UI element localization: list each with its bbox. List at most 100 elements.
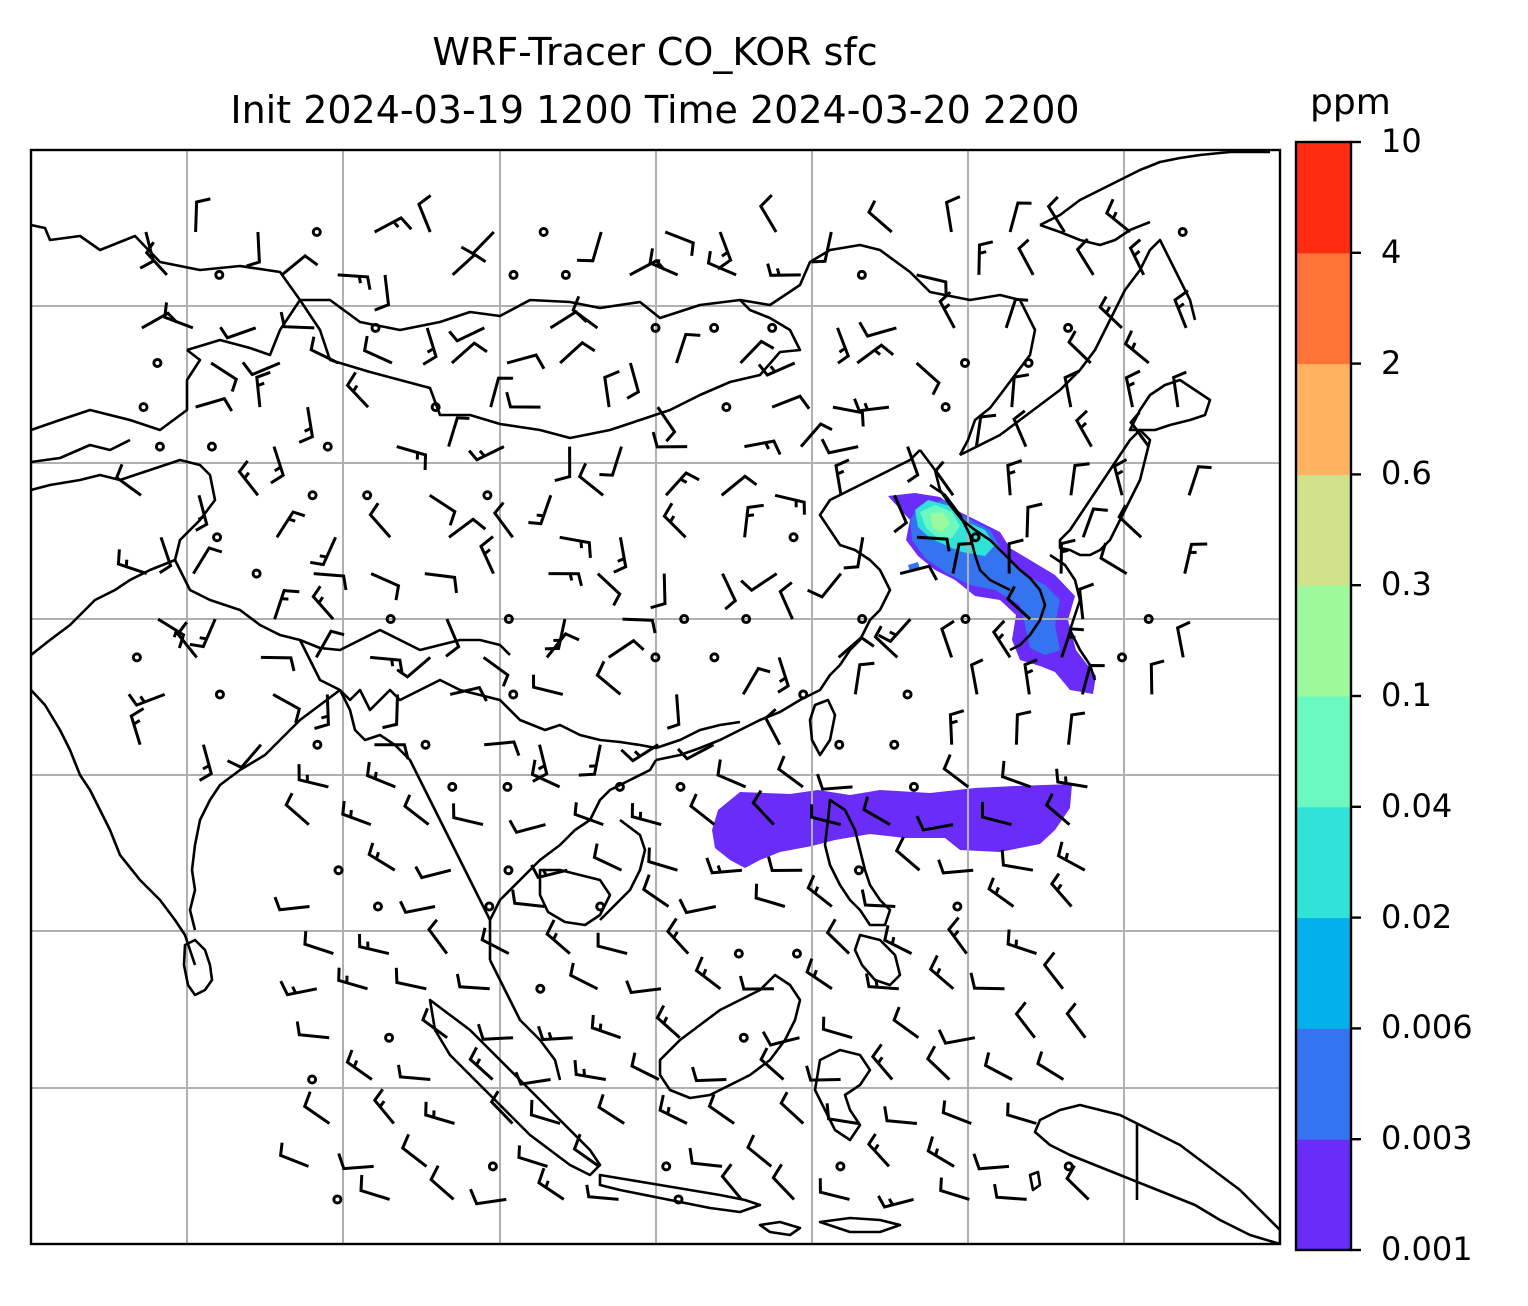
wind-barb — [1099, 542, 1128, 575]
wind-barb — [545, 919, 571, 955]
colorbar-tick-label: 0.003 — [1381, 1119, 1473, 1158]
wind-barb — [341, 800, 372, 827]
wind-barb — [720, 1163, 743, 1201]
wind-barb — [1055, 768, 1088, 789]
calm-wind-marker — [333, 865, 344, 876]
wind-barb — [1128, 238, 1146, 276]
wind-barb — [707, 1093, 735, 1125]
wind-barb — [448, 517, 487, 539]
calm-wind-marker — [154, 441, 165, 452]
wind-barb — [675, 332, 701, 364]
wind-barb — [1049, 872, 1073, 908]
wind-barb — [255, 370, 271, 408]
wind-barb — [554, 446, 572, 483]
wind-barb — [805, 958, 833, 991]
wind-barb — [721, 572, 738, 611]
wind-barb — [460, 230, 495, 256]
calm-wind-marker — [709, 322, 720, 333]
wind-barb — [625, 980, 662, 995]
wind-barb — [129, 707, 145, 746]
calm-wind-marker — [482, 490, 493, 501]
wind-barb — [467, 445, 505, 462]
calm-wind-marker — [138, 402, 149, 413]
wind-barb — [337, 273, 372, 290]
wind-barb — [275, 510, 306, 539]
wind-barb — [599, 446, 623, 477]
wind-barb — [641, 874, 670, 908]
wind-barb — [572, 1133, 600, 1168]
wind-barb — [613, 537, 628, 574]
wind-barb — [705, 857, 743, 875]
wind-barb — [779, 1091, 805, 1125]
wind-barb — [345, 1049, 373, 1081]
wind-barb — [706, 250, 737, 277]
wind-barb — [272, 693, 302, 724]
wind-barb — [548, 572, 583, 587]
wind-barb — [862, 796, 891, 826]
wind-barb — [241, 361, 281, 377]
wind-barb — [743, 503, 764, 538]
calm-wind-marker — [595, 901, 606, 912]
calm-wind-marker — [1117, 652, 1128, 663]
calm-wind-marker — [212, 532, 223, 543]
wind-barb — [219, 326, 257, 340]
wind-barb — [469, 1188, 507, 1206]
wind-barb — [941, 1100, 972, 1125]
wind-barb — [427, 918, 449, 955]
wind-barb — [1056, 841, 1086, 872]
calm-wind-marker — [502, 781, 513, 792]
colorbar-segment — [1296, 696, 1351, 808]
wind-barb — [309, 336, 339, 365]
wind-barb — [479, 535, 495, 575]
wind-barb — [694, 956, 722, 990]
wind-barb — [843, 537, 865, 570]
wind-barb — [1080, 663, 1105, 695]
wind-barb — [396, 656, 432, 679]
wind-barb — [189, 618, 217, 649]
wind-barb — [1010, 373, 1030, 408]
calm-wind-marker — [307, 490, 318, 501]
wind-barb — [858, 321, 897, 338]
map-title-line-2: Init 2024-03-19 1200 Time 2024-03-20 220… — [230, 88, 1080, 132]
wind-barb — [279, 980, 318, 997]
wind-barb — [592, 843, 623, 872]
wind-barb — [993, 1183, 1027, 1201]
wind-barb — [1059, 538, 1076, 574]
wind-barb — [1183, 542, 1208, 574]
calm-wind-marker — [560, 269, 571, 280]
wind-barb — [767, 856, 803, 873]
wind-barb — [951, 542, 972, 574]
wind-barb — [532, 744, 549, 783]
wind-barb — [806, 874, 833, 908]
wind-barb — [650, 573, 667, 610]
calm-wind-marker — [679, 614, 690, 625]
wind-barb — [374, 274, 391, 312]
wind-barb — [720, 474, 758, 497]
wind-barb — [537, 1025, 573, 1042]
wind-barb — [367, 842, 396, 872]
wind-barb — [738, 975, 774, 991]
wind-barb — [811, 231, 833, 264]
calm-wind-marker — [385, 614, 396, 625]
wind-barb — [944, 195, 961, 233]
wind-barb — [754, 883, 786, 908]
wind-barb — [144, 241, 169, 276]
wind-barb — [445, 618, 461, 658]
wind-barb — [816, 773, 853, 791]
wind-barb — [530, 759, 561, 789]
wind-barb — [192, 546, 223, 575]
wind-barb — [1175, 620, 1191, 658]
tracer-plume-south — [712, 784, 1072, 868]
wind-barb — [573, 802, 604, 827]
wind-barb — [480, 927, 510, 955]
wind-barb — [744, 439, 782, 456]
wind-barb — [530, 864, 568, 880]
wind-barb — [373, 216, 413, 234]
calm-wind-marker — [508, 269, 519, 280]
wind-barb — [925, 1045, 951, 1081]
wind-barb — [1060, 627, 1084, 658]
calm-wind-marker — [535, 983, 546, 994]
wind-barb — [716, 759, 747, 789]
wind-barb — [837, 635, 875, 659]
calm-wind-marker — [214, 269, 225, 280]
